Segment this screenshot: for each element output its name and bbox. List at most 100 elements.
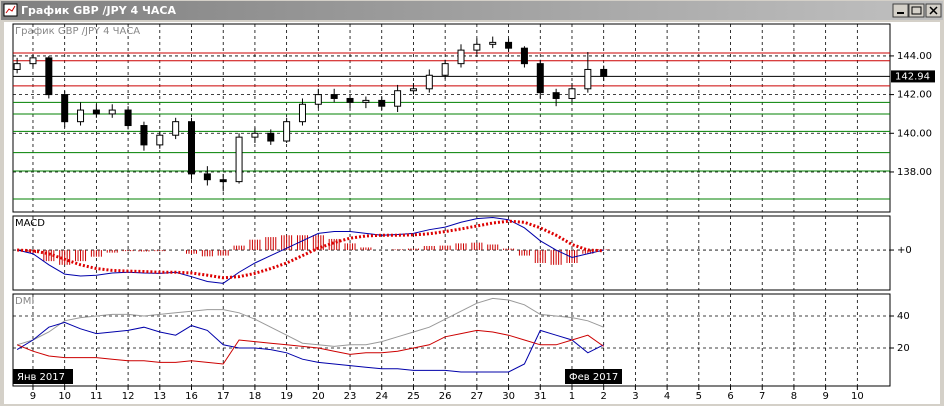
period-label-bg	[565, 369, 622, 384]
x-tick-label: 12	[122, 391, 135, 402]
candle-body	[219, 179, 227, 183]
x-tick-label: 27	[470, 391, 483, 402]
price-label: 142.94	[895, 71, 930, 82]
candle-body	[394, 90, 402, 107]
x-tick-label: 20	[312, 391, 325, 402]
x-tick-label: 10	[851, 391, 864, 402]
x-tick-label: 9	[822, 391, 828, 402]
candle-body	[251, 132, 259, 138]
x-tick-label: 23	[344, 391, 357, 402]
x-tick-label: 6	[727, 391, 733, 402]
candle-body	[505, 41, 513, 49]
candle-body	[283, 121, 291, 142]
candle-body	[489, 41, 497, 45]
title-bar	[1, 1, 943, 20]
x-tick-label: 7	[759, 391, 765, 402]
maximize-glyph	[911, 6, 922, 15]
x-tick-label: 3	[632, 391, 638, 402]
candle-body	[140, 125, 148, 146]
y-tick-label: 20	[897, 343, 910, 354]
panel-title: DMI	[15, 296, 34, 307]
candle-body	[314, 94, 322, 105]
plots: 138.00 140.00 142.00 144.00 График GBP /JPY …	[12, 23, 935, 402]
candle-body	[13, 63, 21, 70]
y-tick-label: 142.00	[897, 90, 932, 101]
x-tick-label: 8	[791, 391, 797, 402]
panel-title: MACD	[15, 218, 45, 229]
y-tick-label: 138.00	[897, 167, 932, 178]
window-title: График GBP /JPY 4 ЧАСА	[21, 4, 176, 17]
series-line	[16, 321, 604, 373]
candle-body	[77, 109, 85, 123]
x-tick-label: 17	[217, 391, 230, 402]
candle-body	[536, 63, 544, 94]
candle-body	[124, 109, 132, 127]
candle-body	[457, 49, 465, 65]
candle-body	[172, 121, 180, 136]
x-tick-label: 30	[502, 391, 515, 402]
panel-frame	[12, 23, 891, 213]
candle-body	[362, 99, 370, 103]
panel-title: График GBP /JPY 4 ЧАСА	[15, 26, 140, 37]
candle-body	[92, 109, 100, 115]
candle-body	[298, 103, 306, 123]
candle-body	[188, 121, 196, 175]
candle-body	[108, 109, 116, 115]
period-label: Фев 2017	[569, 372, 618, 383]
series-line	[17, 216, 604, 284]
period-label: Янв 2017	[17, 372, 65, 383]
period-label-bg	[13, 369, 73, 384]
x-tick-label: 2	[601, 391, 607, 402]
y-tick-label: 40	[897, 311, 910, 322]
candle-body	[568, 88, 576, 99]
y-tick-label: 140.00	[897, 128, 932, 139]
panel-frame	[12, 215, 891, 291]
candle-body	[235, 136, 243, 183]
y-tick-label: 144.00	[897, 51, 932, 62]
series-line	[16, 329, 604, 365]
candle-body	[330, 94, 338, 99]
price-label-bg	[891, 70, 935, 83]
series-line	[16, 297, 604, 347]
x-tick-label: 1	[569, 391, 575, 402]
x-tick-label: 24	[375, 391, 388, 402]
x-tick-label: 19	[280, 391, 293, 402]
candle-body	[600, 68, 608, 77]
x-tick-label: 25	[407, 391, 420, 402]
x-tick-label: 18	[249, 391, 262, 402]
app-icon-glyph	[5, 5, 16, 14]
candle-body	[425, 74, 433, 90]
candle-body	[584, 68, 592, 90]
x-tick-label: 26	[439, 391, 452, 402]
x-tick-label: 4	[664, 391, 670, 402]
x-tick-label: 5	[696, 391, 702, 402]
candle-body	[409, 88, 417, 92]
panel-frame	[12, 293, 891, 387]
candle-body	[29, 57, 37, 65]
window-buttons[interactable]	[892, 3, 942, 18]
candle-body	[346, 97, 354, 103]
x-tick-label: 10	[58, 391, 71, 402]
candle-body	[520, 47, 528, 65]
series-line	[17, 219, 604, 280]
candle-body	[45, 57, 53, 96]
minimize-button[interactable]	[892, 3, 909, 18]
candle-body	[156, 134, 164, 146]
candle-body	[61, 94, 69, 123]
x-tick-label: 13	[153, 391, 166, 402]
x-tick-label: 9	[30, 391, 36, 402]
candle-body	[473, 43, 481, 51]
x-tick-label: 31	[534, 391, 547, 402]
candle-body	[552, 92, 560, 99]
close-glyph	[929, 6, 938, 15]
candle-body	[267, 132, 275, 142]
x-tick-label: 11	[90, 391, 103, 402]
maximize-button[interactable]	[908, 3, 925, 18]
candle-body	[441, 63, 449, 76]
candle-body	[203, 173, 211, 181]
y-tick-label: +0	[897, 245, 912, 256]
candle-body	[378, 99, 386, 107]
x-tick-label: 16	[185, 391, 198, 402]
